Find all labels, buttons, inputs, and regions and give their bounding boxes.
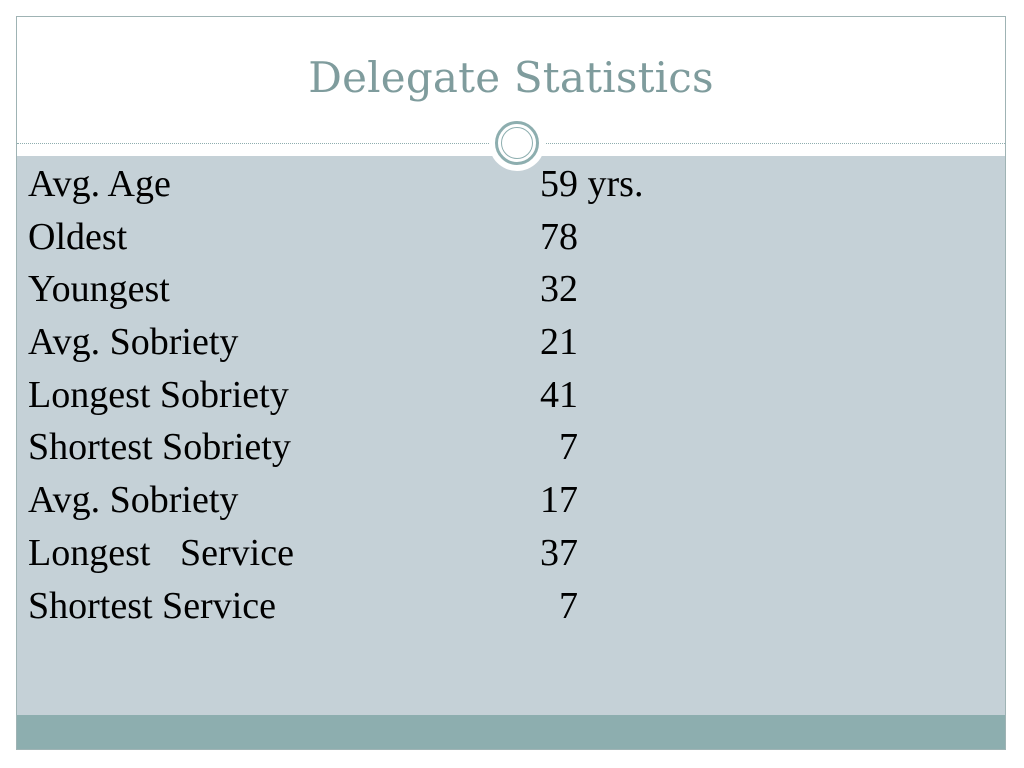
stat-label: Avg. Age xyxy=(28,163,171,205)
slide-title: Delegate Statistics xyxy=(308,53,714,102)
stat-label: Oldest xyxy=(28,215,128,258)
stat-value: 41 xyxy=(540,373,578,416)
stat-label: Avg. Sobriety xyxy=(28,321,239,364)
stat-label: Avg. Sobriety xyxy=(28,479,239,522)
stat-value: 78 xyxy=(540,215,578,258)
stat-value: 32 xyxy=(540,268,578,311)
stat-value: 17 xyxy=(540,479,578,522)
stat-row: Shortest Sobriety 7 xyxy=(28,421,740,474)
stat-row: Avg. Sobriety 21 xyxy=(28,316,740,369)
stat-row: Avg. Age 59 yrs. xyxy=(28,158,740,211)
stat-row: Oldest 78 xyxy=(28,211,740,264)
stat-label: Longest Sobriety xyxy=(28,373,289,416)
stats-list: Avg. Age 59 yrs. Oldest 78 Youngest 32 A… xyxy=(28,158,740,632)
footer-band xyxy=(17,715,1005,749)
stat-value: 7 xyxy=(540,426,578,469)
stat-value: 37 xyxy=(540,531,578,574)
stat-row: Longest Sobriety 41 xyxy=(28,369,740,422)
stat-value: 59 yrs. xyxy=(540,163,644,205)
stat-value: 21 xyxy=(540,321,578,364)
stat-label: Longest Service xyxy=(28,531,294,574)
stat-row: Longest Service 37 xyxy=(28,527,740,580)
stat-label: Youngest xyxy=(28,268,170,311)
slide-frame: Delegate Statistics xyxy=(16,16,1006,750)
circle-ornament-icon xyxy=(489,115,545,171)
stat-row: Youngest 32 xyxy=(28,263,740,316)
stat-label: Shortest Sobriety xyxy=(28,426,291,469)
stat-row: Avg. Sobriety 17 xyxy=(28,474,740,527)
stat-label: Shortest Service xyxy=(28,584,277,627)
stat-value: 7 xyxy=(540,584,578,627)
content-area xyxy=(17,156,1005,716)
stat-row: Shortest Service 7 xyxy=(28,580,740,633)
